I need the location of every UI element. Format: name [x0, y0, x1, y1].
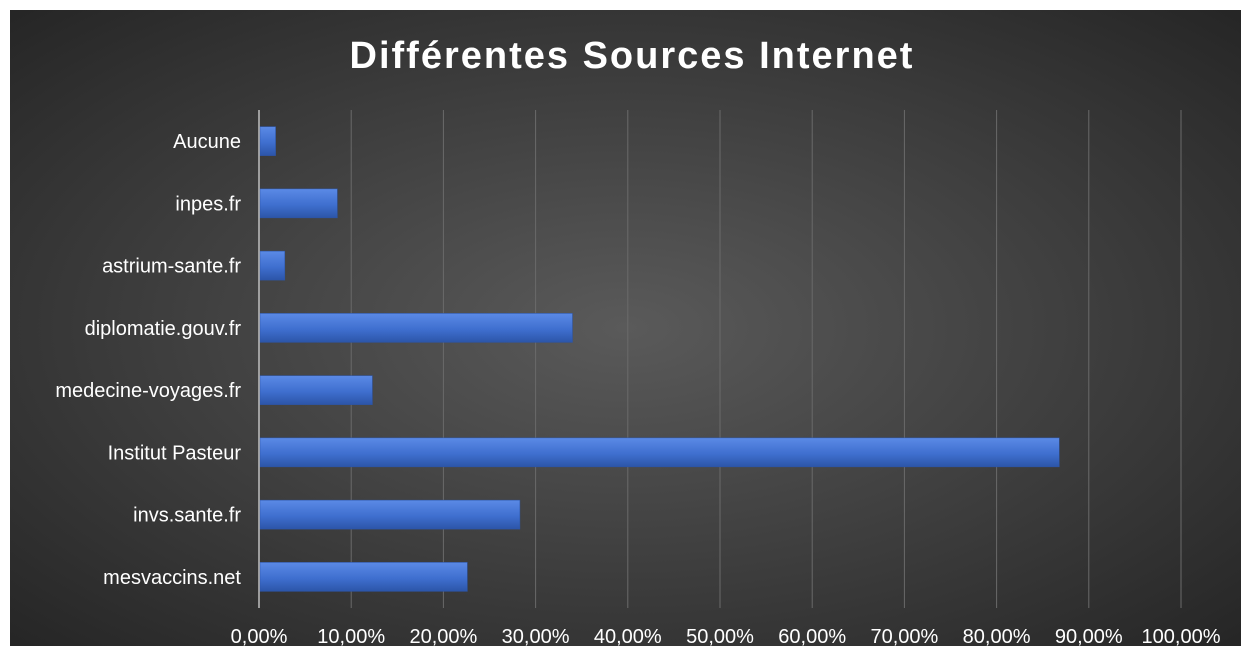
y-category-label: inpes.fr	[175, 193, 241, 215]
chart-title: Différentes Sources Internet	[350, 35, 915, 77]
x-tick-label: 10,00%	[317, 626, 385, 648]
bar	[259, 375, 373, 405]
y-category-label: Institut Pasteur	[108, 442, 242, 464]
bar	[259, 562, 468, 592]
x-tick-label: 80,00%	[963, 626, 1031, 648]
x-tick-label: 90,00%	[1055, 626, 1123, 648]
y-category-label: medecine-voyages.fr	[55, 380, 241, 402]
bar	[259, 437, 1060, 468]
x-tick-label: 70,00%	[870, 626, 938, 648]
bar	[259, 126, 276, 156]
x-tick-label: 40,00%	[594, 626, 662, 648]
x-tick-label: 100,00%	[1142, 626, 1221, 648]
bar	[259, 499, 521, 530]
x-tick-label: 20,00%	[409, 626, 477, 648]
y-category-label: invs.sante.fr	[133, 505, 241, 527]
bar	[259, 313, 573, 343]
y-category-label: mesvaccins.net	[103, 567, 241, 589]
y-category-label: diplomatie.gouv.fr	[85, 318, 242, 340]
y-category-label: Aucune	[173, 131, 241, 153]
x-tick-label: 60,00%	[778, 626, 846, 648]
y-category-label: astrium-sante.fr	[102, 256, 241, 278]
x-tick-label: 30,00%	[502, 626, 570, 648]
bar	[259, 188, 338, 219]
bar	[259, 250, 286, 281]
x-tick-label: 0,00%	[231, 626, 288, 648]
chart-background	[10, 10, 1241, 646]
x-tick-label: 50,00%	[686, 626, 754, 648]
